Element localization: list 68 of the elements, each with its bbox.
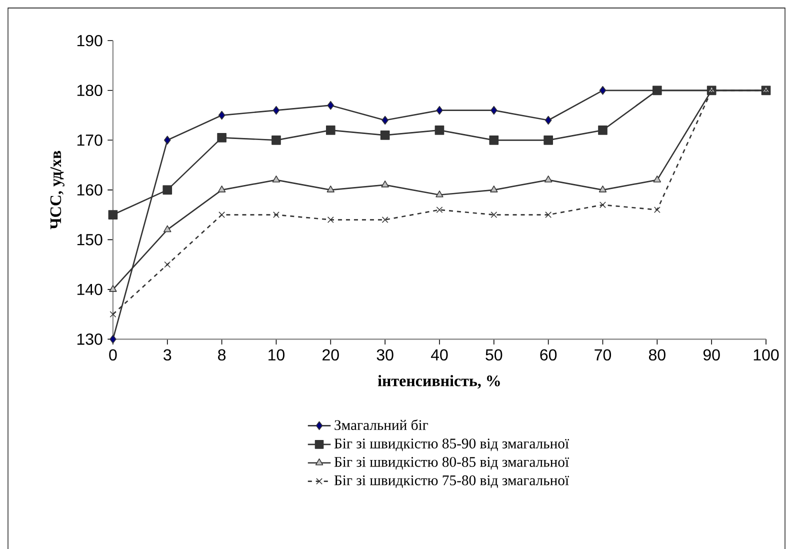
point xyxy=(272,212,280,218)
y-tick-label: 150 xyxy=(77,234,102,246)
legend-label: Біг зі швидкістю 85-90 від змагальної xyxy=(334,438,570,452)
y-tick-label: 170 xyxy=(77,134,102,146)
point xyxy=(382,216,388,223)
x-tick-label: 10 xyxy=(268,349,284,360)
point xyxy=(327,100,334,110)
x-tick-label: 80 xyxy=(648,349,666,360)
y-axis-title: ЧСС, уд/хв xyxy=(50,150,64,230)
point xyxy=(436,106,443,115)
x-axis-title: інтенсивність, % xyxy=(378,374,500,389)
x-tick-label: 8 xyxy=(218,349,226,360)
legend-label: Змагальний біг xyxy=(334,419,428,430)
point xyxy=(490,212,498,218)
point xyxy=(489,135,499,145)
point xyxy=(544,135,553,145)
y-tick-label: 140 xyxy=(77,284,102,296)
y-tick-label: 130 xyxy=(77,333,102,345)
point xyxy=(490,185,498,192)
point xyxy=(436,190,444,198)
point xyxy=(272,135,281,145)
point xyxy=(218,110,226,120)
point xyxy=(164,261,171,268)
point xyxy=(272,106,280,115)
point xyxy=(653,176,662,182)
point xyxy=(382,116,388,125)
y-tick-label: 190 xyxy=(77,34,102,46)
x-tick-label: 60 xyxy=(540,349,557,360)
point xyxy=(600,202,606,208)
x-tick-label: 90 xyxy=(703,349,720,360)
y-tick-label: 180 xyxy=(77,84,102,96)
point xyxy=(164,136,171,145)
point xyxy=(598,126,608,135)
point xyxy=(544,176,552,182)
point xyxy=(381,180,389,188)
legend-label: Біг зі швидкістю 75-80 від змагальної xyxy=(334,475,570,488)
point xyxy=(326,185,334,192)
legend-label: Біг зі швидкістю 80-85 від змагальної xyxy=(334,456,570,470)
point xyxy=(654,206,660,213)
x-tick-label: 30 xyxy=(376,349,394,360)
point xyxy=(108,210,118,220)
point xyxy=(598,185,607,192)
x-tick-label: 20 xyxy=(322,349,339,360)
point xyxy=(490,106,498,115)
x-tick-label: 70 xyxy=(594,349,612,360)
point xyxy=(217,132,226,142)
point xyxy=(110,311,116,318)
point xyxy=(162,185,172,195)
x-tick-label: 40 xyxy=(430,349,448,360)
point xyxy=(599,86,606,95)
point xyxy=(272,176,280,182)
point xyxy=(218,212,226,218)
point xyxy=(326,126,336,135)
point xyxy=(545,212,552,218)
x-tick-label: 3 xyxy=(164,349,172,360)
point xyxy=(327,216,334,223)
point xyxy=(436,206,443,213)
point xyxy=(110,334,116,344)
point xyxy=(218,185,226,192)
point xyxy=(434,126,444,135)
point xyxy=(164,225,172,232)
x-tick-label: 100 xyxy=(754,349,779,360)
x-tick-label: 0 xyxy=(109,349,117,360)
point xyxy=(380,130,390,140)
point xyxy=(544,116,552,125)
x-tick-label: 50 xyxy=(486,349,502,360)
y-tick-label: 160 xyxy=(77,184,102,196)
point xyxy=(109,284,117,292)
